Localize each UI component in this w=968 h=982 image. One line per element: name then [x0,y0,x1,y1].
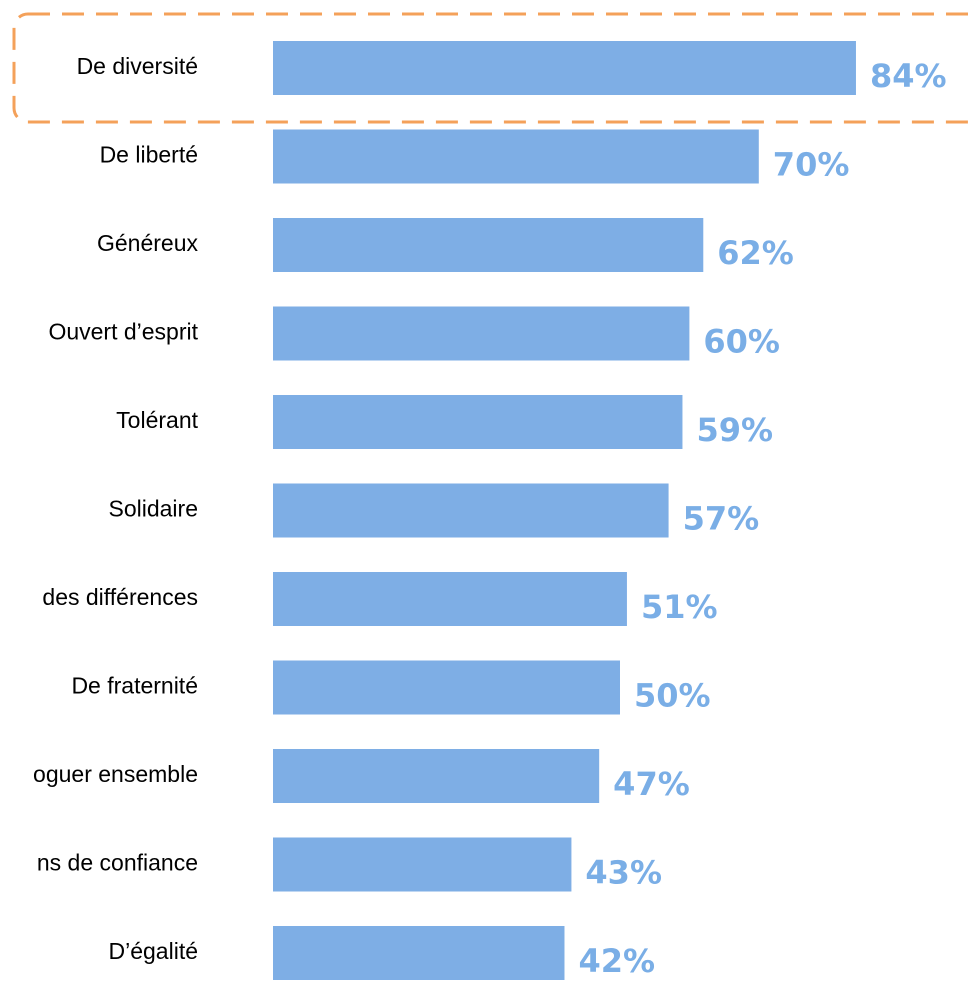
category-label: D’égalité [109,938,199,964]
value-label: 43% [585,854,662,892]
bar [273,926,565,980]
value-label: 84% [870,57,947,95]
category-label: Solidaire [109,496,199,522]
bar [273,837,572,892]
category-label: Généreux [97,230,199,256]
bar [273,41,856,95]
category-label: ns de confiance [37,850,198,876]
value-label: 42% [578,942,655,980]
bar [273,660,620,715]
category-label: De liberté [100,142,198,168]
category-label: Ouvert d’esprit [48,319,198,345]
value-label: 62% [717,234,794,272]
bar [273,483,669,538]
value-label: 51% [641,588,718,626]
value-label: 70% [773,146,850,184]
category-label: Tolérant [116,407,198,433]
value-label: 50% [634,677,711,715]
value-label: 47% [613,765,690,803]
bar [273,218,704,272]
bar [273,572,627,626]
value-label: 59% [696,411,773,449]
category-label: oguer ensemble [33,761,198,787]
bar [273,129,759,184]
value-label: 57% [683,500,760,538]
bar [273,395,683,449]
bar [273,749,600,803]
category-label: De diversité [77,53,198,79]
category-label: De fraternité [71,673,198,699]
bar [273,306,690,361]
value-label: 60% [703,323,780,361]
category-label: des différences [42,584,198,610]
highlight-box [12,12,968,124]
